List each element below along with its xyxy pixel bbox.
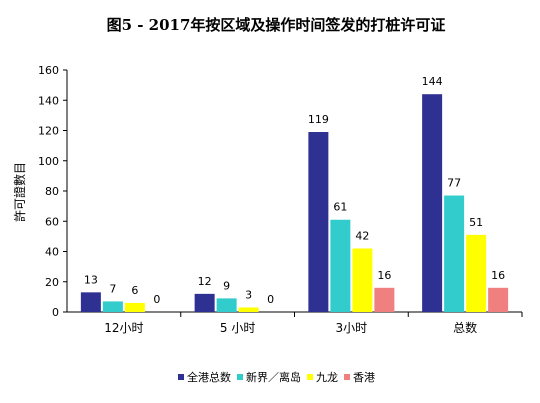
data-label: 144: [422, 75, 443, 88]
data-label: 6: [131, 284, 138, 297]
y-tick-label: 40: [45, 246, 59, 259]
data-label: 77: [447, 177, 461, 190]
bar: [216, 298, 237, 312]
y-tick-label: 60: [45, 215, 59, 228]
bar: [124, 302, 145, 312]
bar: [102, 301, 123, 312]
data-label: 13: [84, 273, 98, 286]
legend: 全港总数 新界／离岛 九龙 香港: [178, 370, 375, 384]
bars: 13 12 119 144 7 9 61 77 6 3 42 51 0 0 16 16: [80, 75, 509, 312]
legend-label: 九龙: [316, 371, 338, 384]
chart-title: 图5 - 2017年按区域及操作时间签发的打桩许可证: [107, 16, 446, 34]
bar: [330, 219, 351, 312]
y-tick-label: 0: [52, 306, 59, 319]
data-label: 61: [333, 201, 347, 214]
x-tick-label: 5 小时: [220, 321, 255, 335]
data-label: 12: [198, 275, 212, 288]
legend-swatch: [178, 374, 184, 380]
data-label: 0: [267, 293, 274, 306]
data-label: 0: [153, 293, 160, 306]
bar: [80, 292, 101, 312]
legend-swatch: [307, 374, 313, 380]
data-label: 7: [109, 282, 116, 295]
bar: [374, 287, 395, 312]
data-label: 9: [223, 279, 230, 292]
y-tick-label: 160: [38, 64, 59, 77]
bar: [308, 132, 329, 312]
legend-swatch: [237, 374, 243, 380]
data-label: 42: [355, 229, 369, 242]
y-tick-label: 80: [45, 185, 59, 198]
data-label: 16: [377, 269, 391, 282]
y-axis-label: 許可證數目: [12, 162, 27, 222]
bar: [466, 234, 487, 312]
legend-label: 全港总数: [187, 370, 231, 384]
legend-swatch: [344, 374, 350, 380]
bar: [422, 94, 443, 312]
x-tick-label: 3小时: [336, 321, 368, 335]
data-label: 3: [245, 288, 252, 301]
bar: [194, 293, 215, 312]
y-tick-label: 100: [38, 155, 59, 168]
legend-label: 香港: [353, 371, 375, 384]
x-tick-label: 总数: [453, 320, 477, 335]
bar: [238, 307, 259, 312]
x-tick-label: 12小时: [104, 321, 143, 335]
data-label: 51: [469, 216, 483, 229]
data-label: 119: [308, 113, 329, 126]
data-label: 16: [491, 269, 505, 282]
y-tick-label: 140: [38, 94, 59, 107]
legend-label: 新界／离岛: [246, 370, 301, 384]
bar: [352, 248, 373, 312]
y-tick-label: 120: [38, 125, 59, 138]
bar: [488, 287, 509, 312]
bar: [444, 195, 465, 312]
y-tick-label: 20: [45, 276, 59, 289]
